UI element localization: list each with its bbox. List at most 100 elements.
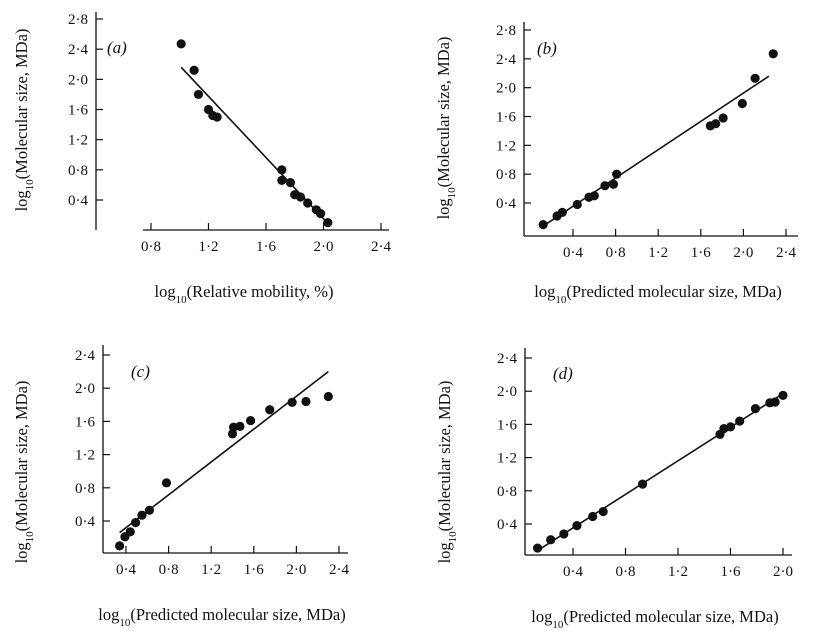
data-point: [750, 73, 760, 83]
x-tick-label: 2·0: [314, 239, 334, 255]
data-point: [189, 65, 199, 75]
y-axis-title: log10(Molecular size, MDa): [12, 381, 36, 564]
y-tick-label: 2·8: [496, 23, 516, 39]
y-tick-label: 2·4: [68, 42, 88, 58]
x-axis-title: log10(Predicted molecular size, MDa): [98, 605, 345, 629]
y-tick-label: 2·4: [75, 348, 95, 364]
panel-label: (d): [553, 364, 573, 383]
y-tick-label: 2·0: [496, 81, 516, 97]
data-point: [130, 518, 141, 528]
data-point: [285, 178, 296, 188]
x-tick-label: 1·6: [691, 245, 711, 261]
data-point: [768, 49, 778, 59]
x-tick-label: 2·4: [371, 239, 391, 255]
y-tick-label: 0·8: [497, 484, 517, 500]
data-point: [176, 39, 186, 49]
data-point: [598, 506, 608, 517]
data-point: [546, 535, 556, 545]
x-tick-label: 2·0: [773, 564, 793, 580]
data-point: [711, 119, 721, 129]
x-tick-label: 2·4: [776, 245, 796, 261]
x-tick-label: 0·8: [616, 564, 636, 580]
x-tick-label: 1·2: [648, 245, 668, 261]
data-point: [125, 527, 135, 537]
data-point: [600, 181, 610, 191]
x-tick-label: 0·8: [606, 245, 626, 261]
data-point: [559, 529, 569, 539]
y-tick-label: 0·8: [68, 163, 88, 179]
data-point: [246, 415, 256, 426]
y-tick-label: 1·2: [496, 138, 516, 154]
data-point: [725, 422, 736, 432]
x-axis-title: log10(Relative mobility, %): [154, 282, 333, 306]
panel-b: 0·4 0·8 1·2 1·6 2·0 2·4 2·8 0·4 0·8 1·2 1·6 2·0 2·4 (…: [434, 22, 798, 306]
data-point: [770, 397, 780, 407]
data-point: [115, 541, 125, 551]
data-point: [295, 192, 306, 202]
x-tick-label: 1·2: [201, 562, 221, 578]
data-point: [212, 112, 222, 122]
panel-label: (c): [131, 362, 150, 381]
data-point: [608, 179, 619, 189]
y-tick-label: 1·6: [75, 414, 95, 430]
y-tick-label: 1·2: [68, 133, 88, 149]
data-point: [265, 405, 275, 415]
y-tick-label: 2·0: [75, 381, 95, 397]
x-tick-label: 1·6: [256, 239, 276, 255]
y-tick-label: 0·4: [496, 196, 516, 212]
y-tick-label: 2·4: [496, 52, 516, 68]
data-point: [538, 220, 548, 230]
panel-label: (b): [537, 39, 557, 58]
x-tick-label: 0·8: [159, 562, 179, 578]
data-point: [287, 397, 297, 407]
data-point: [323, 218, 333, 228]
data-point: [532, 543, 543, 553]
data-point: [277, 175, 287, 185]
x-tick-label: 0·4: [116, 562, 136, 578]
y-tick-label: 1·2: [75, 448, 95, 464]
x-tick-label: 2·4: [329, 562, 349, 578]
y-tick-label: 0·4: [497, 517, 517, 533]
y-axis-title: log10(Molecular size, MDa): [12, 29, 36, 212]
y-tick-label: 2·8: [68, 12, 88, 28]
x-tick-label: 2·0: [286, 562, 306, 578]
panel-d: 0·4 0·8 1·2 1·6 2·0 2·4 0·4 0·8 1·2 1·6 2·0 (d) log1…: [435, 348, 793, 631]
data-point: [750, 404, 761, 414]
data-point: [193, 89, 204, 100]
x-tick-label: 0·4: [563, 564, 583, 580]
x-tick-label: 1·6: [244, 562, 264, 578]
x-tick-label: 0·4: [563, 245, 583, 261]
x-axis-title: log10(Predicted molecular size, MDa): [531, 607, 778, 631]
panel-c: 0·4 0·8 1·2 1·6 2·0 2·4 0·4 0·8 1·2 1·6 2·0 2·4 (c) l…: [12, 345, 349, 629]
y-tick-label: 0·8: [75, 481, 95, 497]
y-axis-title: log10(Molecular size, MDa): [435, 381, 459, 564]
data-point: [235, 421, 245, 431]
data-point: [144, 505, 155, 515]
y-tick-label: 1·2: [497, 451, 517, 467]
x-tick-label: 1·2: [199, 239, 219, 255]
y-tick-label: 0·8: [496, 167, 516, 183]
y-tick-label: 0·4: [68, 193, 88, 209]
data-point: [303, 198, 313, 208]
data-point: [137, 510, 147, 520]
y-tick-label: 2·4: [497, 351, 517, 367]
data-point: [572, 521, 582, 531]
y-axis-title: log10(Molecular size, MDa): [434, 37, 458, 220]
data-point: [612, 169, 622, 179]
y-tick-label: 2·0: [497, 384, 517, 400]
data-point: [778, 390, 788, 400]
data-point: [637, 479, 648, 489]
y-tick-label: 1·6: [68, 103, 88, 119]
x-tick-label: 0·8: [141, 239, 161, 255]
y-tick-label: 1·6: [497, 417, 517, 433]
data-point: [316, 208, 326, 219]
data-point: [323, 391, 333, 402]
data-point: [588, 511, 598, 522]
data-point: [589, 191, 599, 201]
data-point: [277, 165, 287, 175]
x-axis-title: log10(Predicted molecular size, MDa): [534, 282, 781, 306]
fit-line: [542, 75, 770, 227]
data-point: [161, 478, 172, 488]
x-tick-label: 1·2: [668, 564, 688, 580]
